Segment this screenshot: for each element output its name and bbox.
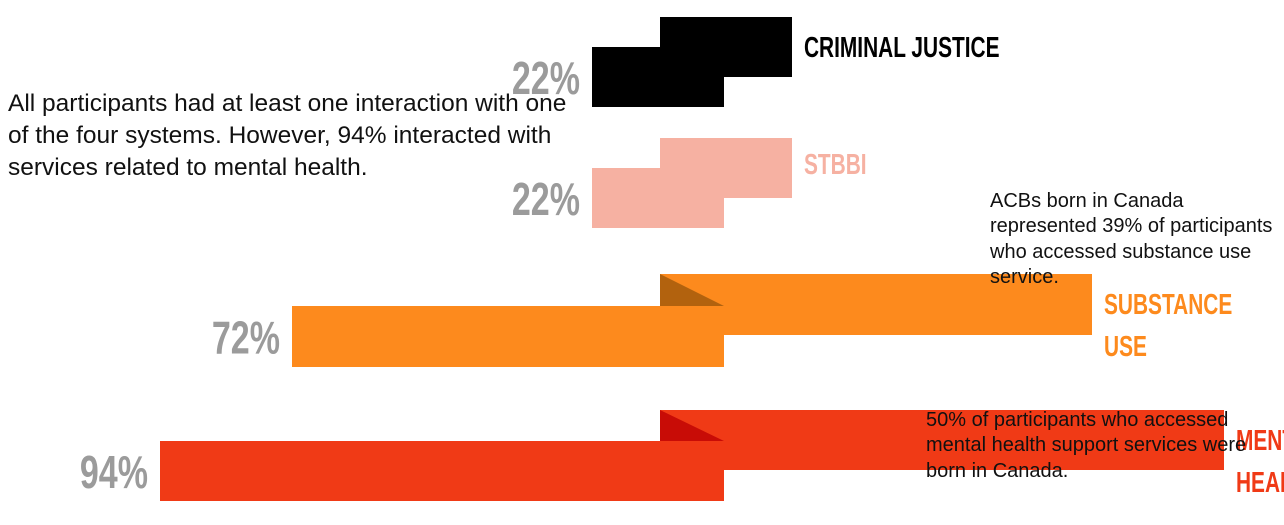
bar-stbbi-lower — [592, 168, 724, 228]
substance-use-note: ACBs born in Canada represented 39% of p… — [990, 190, 1273, 289]
category-label-mental-health-line-2: HEALTH — [1236, 467, 1284, 499]
bar-mental-health-fold — [660, 410, 724, 441]
bar-substance-use-lower — [292, 306, 724, 367]
bar-mental-health-lower — [160, 441, 724, 501]
value-label-criminal-justice: 22% — [512, 52, 580, 104]
intro-text: All participants had at least one intera… — [8, 90, 567, 181]
category-label-mental-health-line-1: MENTAL — [1236, 425, 1284, 457]
bar-substance-use-fold — [660, 274, 724, 306]
bar-mental-health-upper — [660, 410, 1224, 470]
category-label-stbbi: STBBI — [804, 149, 867, 181]
bar-substance-use-upper — [660, 274, 1092, 335]
value-label-mental-health: 94% — [80, 446, 148, 498]
category-label-substance-use-line-2: USE — [1104, 331, 1147, 363]
value-label-stbbi: 22% — [512, 173, 580, 225]
value-label-substance-use: 72% — [212, 311, 280, 363]
bar-criminal-justice-lower — [592, 47, 724, 107]
category-label-criminal-justice: CRIMINAL JUSTICE — [804, 32, 1000, 64]
mental-health-note: 50% of participants who accessed mental … — [926, 409, 1247, 482]
category-label-substance-use-line-1: SUBSTANCE — [1104, 289, 1232, 321]
